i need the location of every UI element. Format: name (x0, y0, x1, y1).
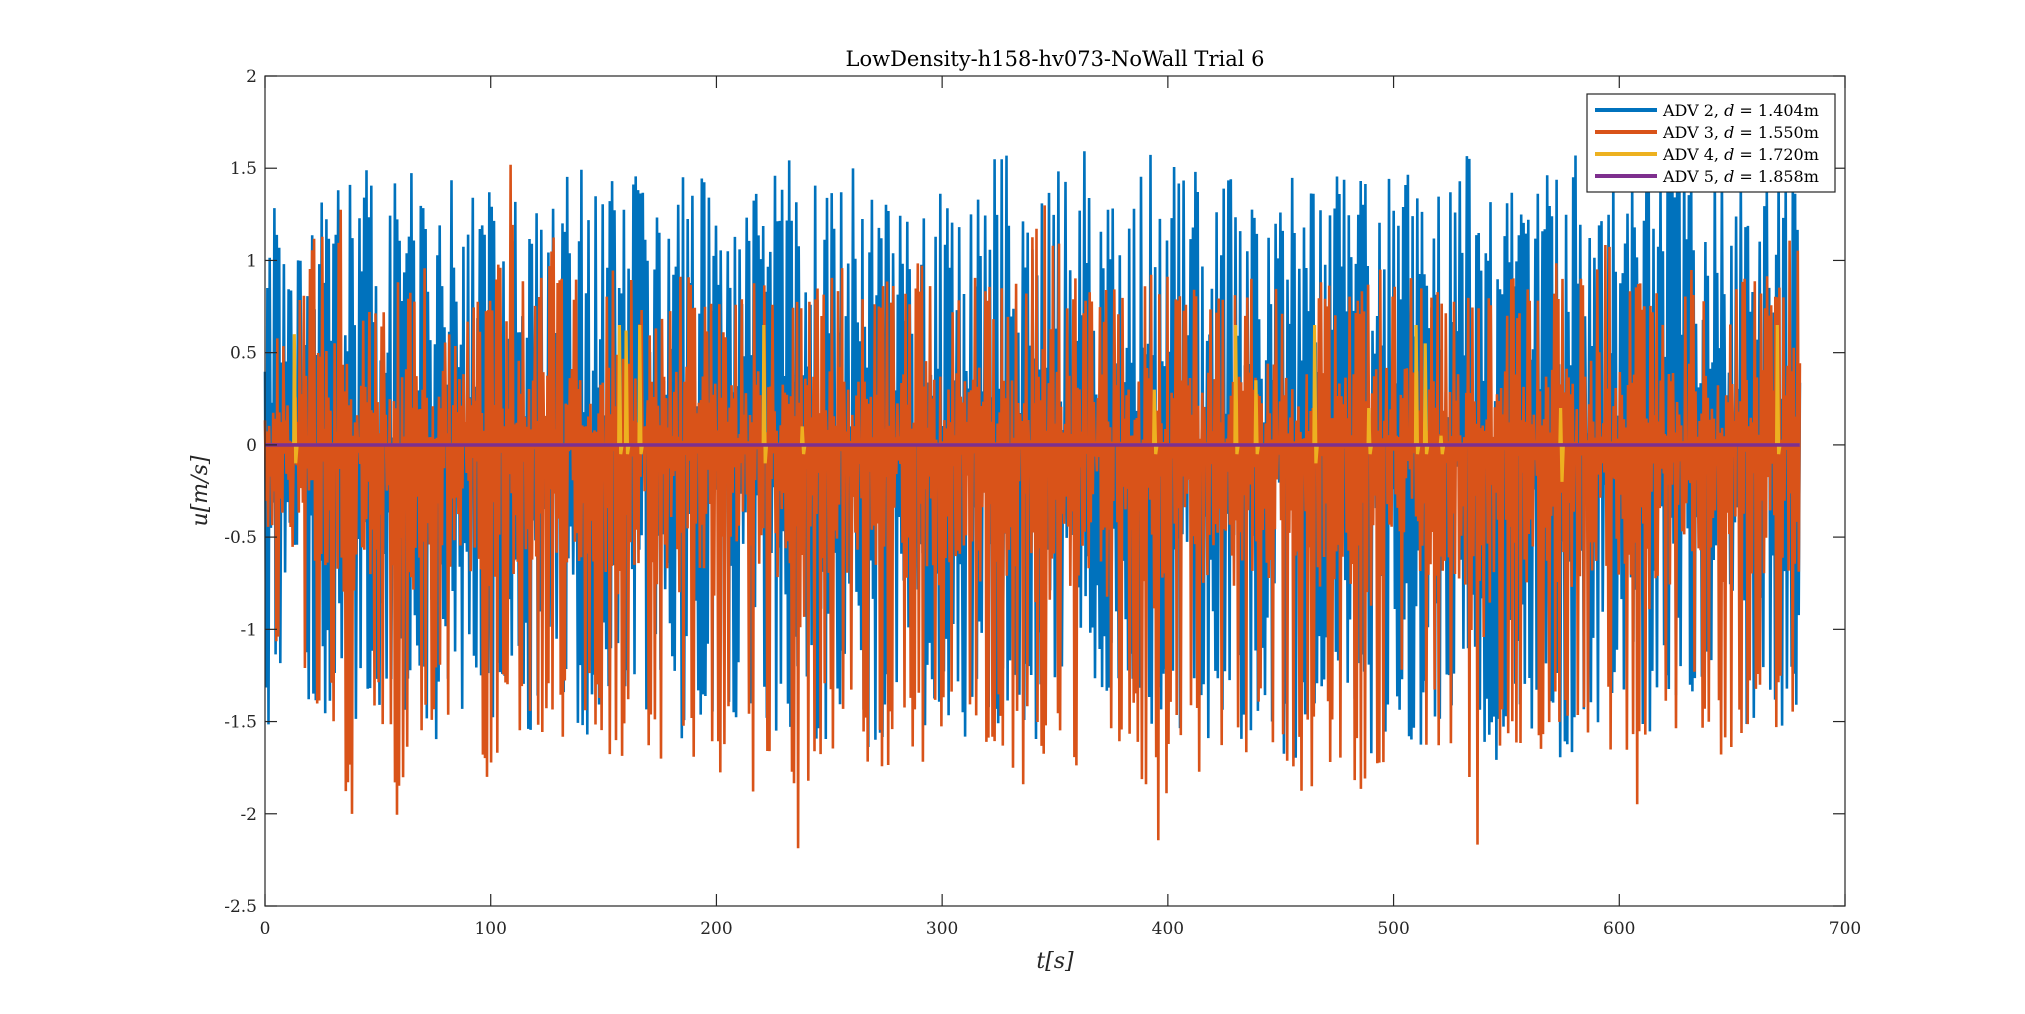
y-tick-label: -2 (240, 805, 257, 825)
x-tick-label: 500 (1377, 919, 1409, 939)
y-tick-label: -1.5 (224, 713, 257, 733)
y-tick-label: -0.5 (224, 528, 257, 548)
legend: ADV 2, d = 1.404m ADV 3, d = 1.550m ADV 4,… (1586, 93, 1836, 193)
series-line-adv-3 (263, 164, 1802, 849)
y-tick-label: 2 (246, 67, 257, 87)
x-tick-label: 300 (926, 919, 958, 939)
legend-label: ADV 3, d = 1.550m (1662, 123, 1819, 142)
axes: 0 100 200 300 400 500 600 700 -2.5 -2 -1.5 -1 -0.5 0 0… (224, 67, 1861, 939)
y-tick-label: -1 (240, 620, 257, 640)
legend-label: ADV 5, d = 1.858m (1662, 167, 1819, 186)
y-tick-label: -2.5 (224, 897, 257, 917)
x-tick-label: 400 (1152, 919, 1184, 939)
y-tick-label: 0.5 (230, 344, 257, 364)
chart-title: LowDensity-h158-hv073-NoWall Trial 6 (846, 47, 1265, 71)
y-tick-label: 1.5 (230, 159, 257, 179)
axes-box (264, 75, 1846, 907)
y-axis-title: u[m/s] (188, 455, 213, 526)
x-axis-title: t[s] (1036, 949, 1074, 974)
x-tick-label: 600 (1603, 919, 1635, 939)
plot-area (263, 150, 1802, 849)
x-tick-label: 700 (1829, 919, 1861, 939)
y-tick-label: 0 (246, 436, 257, 456)
legend-label: ADV 4, d = 1.720m (1662, 145, 1819, 164)
x-tick-label: 200 (700, 919, 732, 939)
x-tick-label: 0 (260, 919, 271, 939)
y-tick-label: 1 (246, 251, 257, 271)
x-tick-label: 100 (474, 919, 506, 939)
legend-label: ADV 2, d = 1.404m (1662, 101, 1819, 120)
